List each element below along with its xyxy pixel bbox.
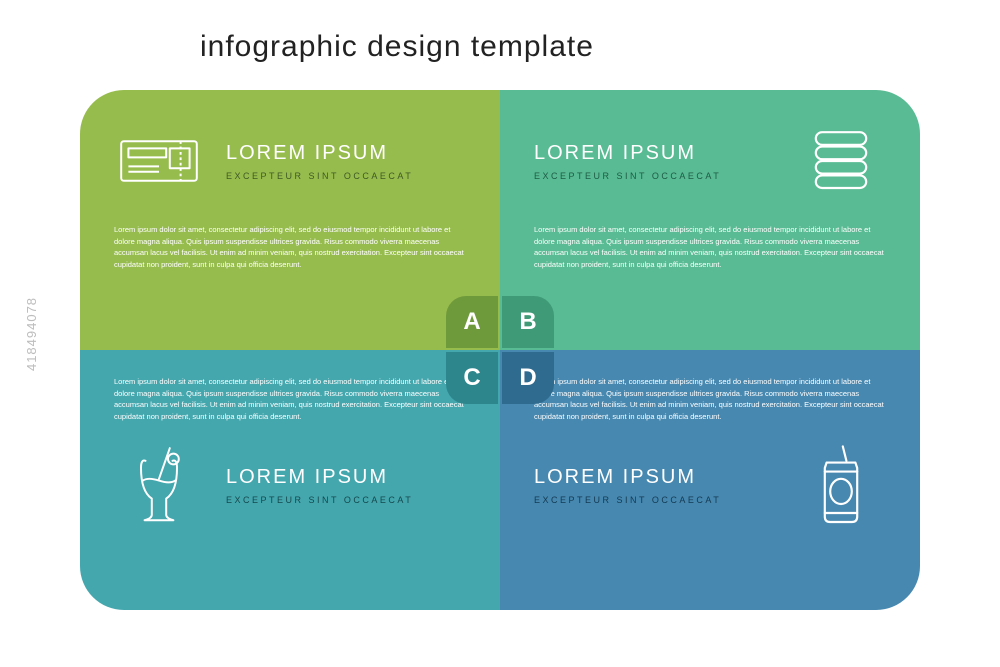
infographic-grid: LOREM IPSUM EXCEPTEUR SINT OCCAECAT Lore… bbox=[80, 90, 920, 610]
panel-d-header: LOREM IPSUM EXCEPTEUR SINT OCCAECAT bbox=[534, 441, 886, 531]
panel-c-header: LOREM IPSUM EXCEPTEUR SINT OCCAECAT bbox=[114, 441, 466, 531]
panel-c-heading: LOREM IPSUM bbox=[226, 466, 466, 489]
panel-c: Lorem ipsum dolor sit amet, consectetur … bbox=[80, 350, 500, 610]
panel-b-header: LOREM IPSUM EXCEPTEUR SINT OCCAECAT bbox=[534, 116, 886, 206]
panel-b-body: Lorem ipsum dolor sit amet, consectetur … bbox=[534, 224, 886, 271]
panel-b-heading: LOREM IPSUM bbox=[534, 142, 774, 165]
panel-a: LOREM IPSUM EXCEPTEUR SINT OCCAECAT Lore… bbox=[80, 90, 500, 350]
badge-c: C bbox=[446, 352, 498, 404]
panel-d-body: Lorem ipsum dolor sit amet, consectetur … bbox=[534, 376, 886, 423]
panel-c-subheading: EXCEPTEUR SINT OCCAECAT bbox=[226, 495, 466, 505]
panel-b: LOREM IPSUM EXCEPTEUR SINT OCCAECAT Lore… bbox=[500, 90, 920, 350]
panel-a-header: LOREM IPSUM EXCEPTEUR SINT OCCAECAT bbox=[114, 116, 466, 206]
page-title: infographic design template bbox=[200, 30, 594, 64]
cocktail-icon bbox=[114, 441, 204, 531]
panel-a-subheading: EXCEPTEUR SINT OCCAECAT bbox=[226, 171, 466, 181]
panel-d-heading: LOREM IPSUM bbox=[534, 466, 774, 489]
ticket-icon bbox=[114, 116, 204, 206]
panel-a-heading: LOREM IPSUM bbox=[226, 142, 466, 165]
watermark: 418494078 bbox=[24, 296, 39, 370]
badge-d: D bbox=[502, 352, 554, 404]
panel-d: Lorem ipsum dolor sit amet, consectetur … bbox=[500, 350, 920, 610]
badge-b: B bbox=[502, 296, 554, 348]
panel-d-subheading: EXCEPTEUR SINT OCCAECAT bbox=[534, 495, 774, 505]
panel-b-subheading: EXCEPTEUR SINT OCCAECAT bbox=[534, 171, 774, 181]
panel-c-body: Lorem ipsum dolor sit amet, consectetur … bbox=[114, 376, 466, 423]
badge-a: A bbox=[446, 296, 498, 348]
soda-can-icon bbox=[796, 441, 886, 531]
towel-stack-icon bbox=[796, 116, 886, 206]
panel-a-body: Lorem ipsum dolor sit amet, consectetur … bbox=[114, 224, 466, 271]
